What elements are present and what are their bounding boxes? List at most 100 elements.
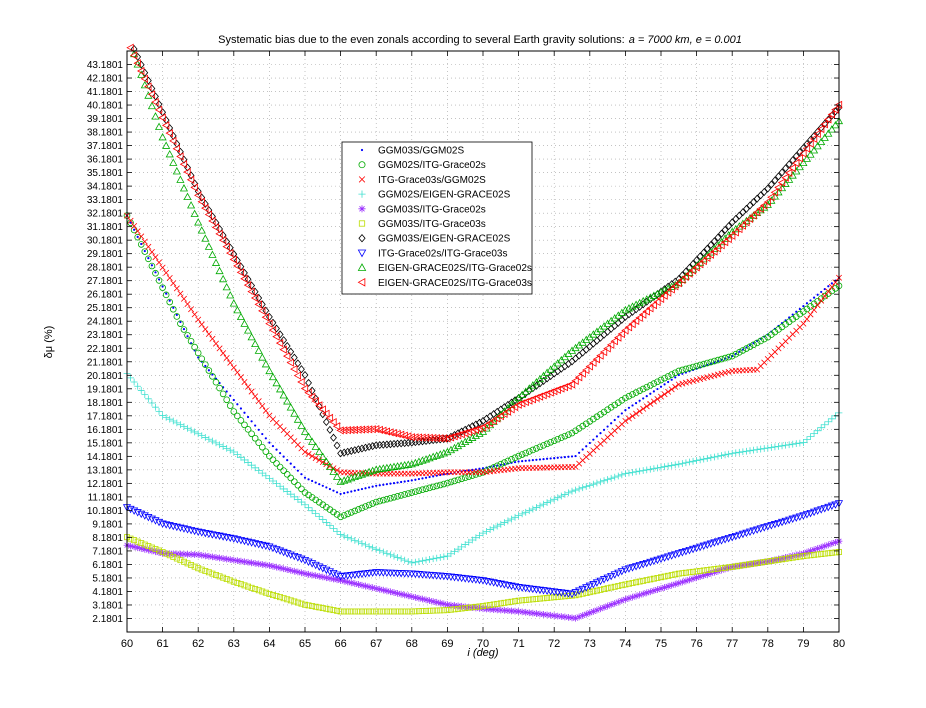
data-point-triangle-left [731,228,739,237]
data-point-star [209,553,216,561]
data-point-plus [337,531,344,538]
data-point-triangle-down [745,528,755,536]
data-point-triangle-down [738,530,747,539]
data-point-square [287,597,294,604]
data-point-dot [204,364,207,368]
data-point-star [814,545,822,552]
data-point-triangle-down [713,538,723,546]
data-point-x [814,302,821,309]
data-point-triangle-down [332,571,342,579]
data-point-plus [750,446,757,454]
data-point-dot [157,278,161,281]
data-point-triangle-left [357,278,366,287]
data-point-plus [355,538,362,546]
data-point-star [294,568,302,576]
data-point-star [187,551,195,558]
data-point-square [793,554,800,561]
data-point-star [266,562,273,569]
data-point-triangle-left [158,113,166,122]
data-point-dot [517,460,520,463]
data-point-triangle-left [820,120,828,129]
data-point-triangle-down [621,566,630,574]
data-point-star [700,572,708,579]
data-point-triangle-down [681,548,690,556]
data-point-star [614,598,622,606]
data-point-plus [746,447,754,455]
data-point-circle [397,492,405,499]
data-point-triangle-up [322,457,331,465]
data-point-star [237,557,245,565]
x-tick-label: 76 [690,638,702,650]
data-point-dot [428,475,431,479]
data-point-plus [266,474,273,482]
data-point-plus [664,462,672,470]
data-point-x [654,396,661,403]
data-point-triangle-down [283,550,292,558]
data-point-triangle-down [717,537,726,545]
data-point-plus [522,508,530,516]
data-point-triangle-left [578,369,586,378]
data-point-x [818,297,825,304]
data-point-x [195,316,202,323]
data-point-square [515,597,522,604]
data-point-square [643,577,650,584]
data-point-star [159,549,166,557]
data-point-square [519,597,526,604]
data-point-circle [590,415,597,423]
data-point-dot [161,285,164,288]
data-point-dot [620,412,623,415]
data-point-circle [515,452,522,460]
data-point-triangle-up [158,132,167,141]
data-point-plus [205,435,213,443]
data-point-star [127,542,134,550]
data-point-circle [529,446,537,454]
data-point-x [188,306,195,313]
data-point-triangle-up [461,437,470,446]
data-point-circle [618,397,626,404]
data-point-triangle-left [678,275,686,285]
data-point-star [166,550,174,558]
data-point-diamond [728,218,736,227]
data-point-triangle-left [343,426,351,435]
data-point-diamond [764,184,772,193]
data-point-dot [407,479,410,483]
y-axis-label: δμ (%) [43,326,55,359]
data-point-triangle-down [795,513,804,521]
data-point-diamond [283,341,291,350]
data-point-dot [809,299,812,302]
data-point-plus [468,536,476,544]
data-point-x [177,290,184,297]
data-point-x [650,398,657,405]
data-point-plus [191,428,199,436]
data-point-square [761,559,768,565]
series-4 [123,537,843,622]
data-point-triangle-left [154,105,163,114]
data-point-triangle-down [785,516,794,525]
data-point-dot [300,473,303,476]
data-point-x [821,293,828,300]
data-point-square [344,608,351,615]
data-point-star [632,592,640,600]
data-point-plus [372,545,380,553]
data-point-circle [728,352,736,360]
y-tick-label: 27.1801 [87,276,124,287]
data-point-triangle-down [777,518,787,527]
data-point-circle [298,485,305,493]
data-point-star [500,606,508,614]
data-point-triangle-down [311,561,320,570]
data-point-triangle-down [806,509,815,518]
data-point-triangle-left [439,434,447,443]
data-point-star [746,560,754,568]
data-point-plus [230,448,238,456]
data-point-triangle-left [311,397,319,406]
data-point-diamond [757,191,765,200]
data-point-circle [757,337,764,345]
data-point-triangle-down [599,576,609,584]
data-point-dot [165,292,168,295]
legend-label: EIGEN-GRACE02S/ITG-Grace03s [378,278,532,289]
y-tick-label: 34.1801 [87,182,124,193]
data-point-diamond [778,168,786,177]
data-point-circle [686,364,693,372]
data-point-triangle-up [183,192,192,200]
data-point-triangle-up [354,471,363,479]
